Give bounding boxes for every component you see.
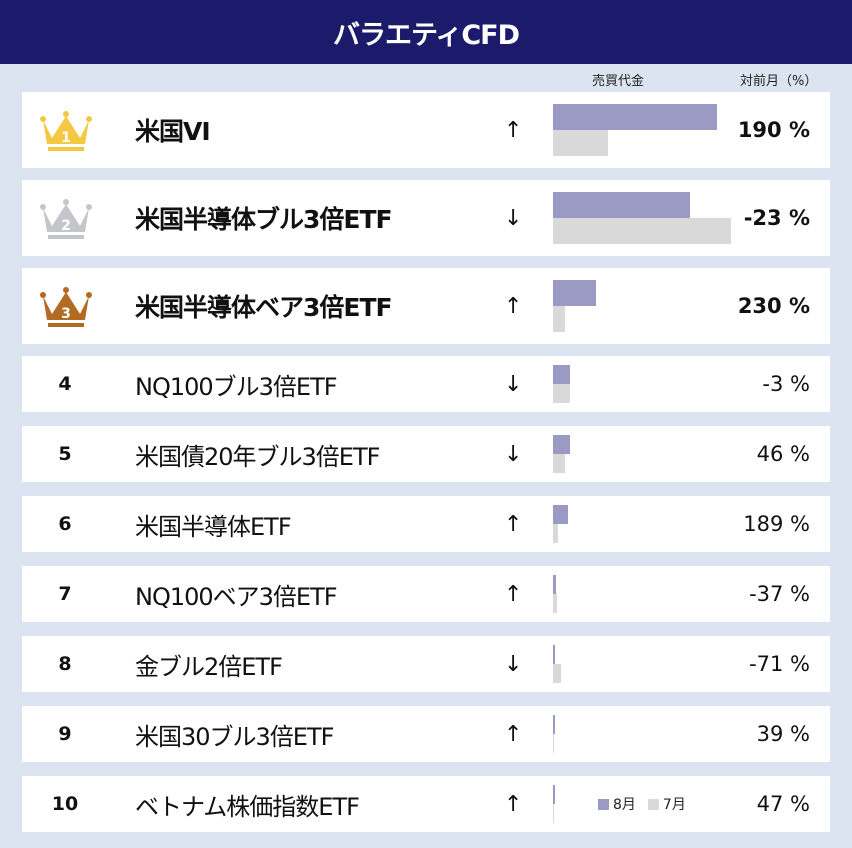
- column-header-change: 対前月（%）: [740, 74, 818, 89]
- rank-number: 3: [61, 306, 71, 322]
- legend-july: 7月: [662, 797, 686, 813]
- bar-august: [553, 104, 717, 130]
- ranking-row[interactable]: 5 米国債20年ブル3倍ETF ↓ 46 %: [22, 426, 830, 482]
- trend-arrow-icon: ↑: [504, 293, 523, 319]
- product-name: ベトナム株価指数ETF: [135, 792, 360, 821]
- product-name: 米国半導体ベア3倍ETF: [135, 293, 393, 322]
- bar-july: [553, 306, 566, 332]
- ranking-row[interactable]: 2 米国半導体ブル3倍ETF ↓ -23 %: [22, 180, 830, 256]
- change-percent: 47 %: [756, 792, 810, 816]
- rank-number: 1: [61, 130, 71, 146]
- trend-arrow-icon: ↓: [504, 651, 523, 677]
- bar-july: [553, 130, 609, 156]
- rank-number: 4: [58, 373, 72, 395]
- product-name: NQ100ベア3倍ETF: [135, 582, 338, 611]
- ranking-row[interactable]: 10 ベトナム株価指数ETF ↑ 47 % 8月 7月: [22, 776, 830, 832]
- bar-july: [553, 218, 731, 244]
- ranking-row[interactable]: 9 米国30ブル3倍ETF ↑ 39 %: [22, 706, 830, 762]
- crown-icon: 3: [40, 287, 92, 327]
- product-name: 米国30ブル3倍ETF: [135, 722, 334, 751]
- change-percent: -71 %: [749, 652, 810, 676]
- bar-august: [553, 715, 555, 734]
- product-name: 米国半導体ブル3倍ETF: [135, 205, 393, 234]
- product-name: 米国VI: [135, 117, 211, 146]
- bar-august: [553, 645, 556, 664]
- legend-swatch-july: [647, 798, 659, 810]
- bar-august: [553, 365, 570, 384]
- trend-arrow-icon: ↑: [504, 721, 523, 747]
- product-name: 金ブル2倍ETF: [135, 652, 283, 681]
- bar-august: [553, 575, 556, 594]
- bar-august: [553, 435, 570, 454]
- bar-july: [553, 664, 561, 683]
- bar-july: [553, 734, 555, 753]
- bar-august: [553, 505, 568, 524]
- bar-july: [553, 804, 555, 823]
- rank-number: 7: [58, 583, 72, 605]
- trend-arrow-icon: ↓: [504, 205, 523, 231]
- bar-july: [553, 384, 571, 403]
- ranking-row[interactable]: 4 NQ100ブル3倍ETF ↓ -3 %: [22, 356, 830, 412]
- bar-july: [553, 524, 559, 543]
- product-name: 米国債20年ブル3倍ETF: [135, 442, 380, 471]
- legend-swatch-august: [598, 798, 609, 810]
- change-percent: -37 %: [749, 582, 810, 606]
- column-header-volume: 売買代金: [592, 74, 645, 89]
- page-title: バラエティCFD: [0, 0, 852, 64]
- ranking-row[interactable]: 1 米国VI ↑ 190 %: [22, 92, 830, 168]
- bar-august: [553, 280, 596, 306]
- bar-august: [553, 192, 691, 218]
- rank-number: 9: [58, 723, 72, 745]
- trend-arrow-icon: ↑: [504, 117, 523, 143]
- rank-number: 8: [58, 653, 72, 675]
- change-percent: 230 %: [737, 294, 810, 318]
- rank-number: 10: [51, 793, 79, 815]
- product-name: 米国半導体ETF: [135, 512, 292, 541]
- legend-august: 8月: [613, 797, 636, 813]
- product-name: NQ100ブル3倍ETF: [135, 372, 338, 401]
- change-percent: 46 %: [756, 442, 810, 466]
- trend-arrow-icon: ↓: [504, 441, 523, 467]
- crown-icon: 1: [40, 111, 92, 151]
- change-percent: 189 %: [743, 512, 810, 536]
- bar-july: [553, 594, 558, 613]
- change-percent: -23 %: [743, 206, 810, 230]
- ranking-row[interactable]: 3 米国半導体ベア3倍ETF ↑ 230 %: [22, 268, 830, 344]
- bar-august: [553, 785, 555, 804]
- ranking-row[interactable]: 6 米国半導体ETF ↑ 189 %: [22, 496, 830, 552]
- bar-july: [553, 454, 565, 473]
- change-percent: 190 %: [737, 118, 810, 142]
- rank-number: 5: [58, 443, 72, 465]
- trend-arrow-icon: ↓: [504, 371, 523, 397]
- change-percent: 39 %: [756, 722, 810, 746]
- trend-arrow-icon: ↑: [504, 511, 523, 537]
- ranking-row[interactable]: 7 NQ100ベア3倍ETF ↑ -37 %: [22, 566, 830, 622]
- trend-arrow-icon: ↑: [504, 581, 523, 607]
- rank-number: 2: [61, 218, 71, 234]
- crown-icon: 2: [40, 199, 92, 239]
- change-percent: -3 %: [762, 372, 810, 396]
- trend-arrow-icon: ↑: [504, 791, 523, 817]
- chart-legend: 8月 7月: [598, 794, 686, 814]
- ranking-row[interactable]: 8 金ブル2倍ETF ↓ -71 %: [22, 636, 830, 692]
- rank-number: 6: [58, 513, 72, 535]
